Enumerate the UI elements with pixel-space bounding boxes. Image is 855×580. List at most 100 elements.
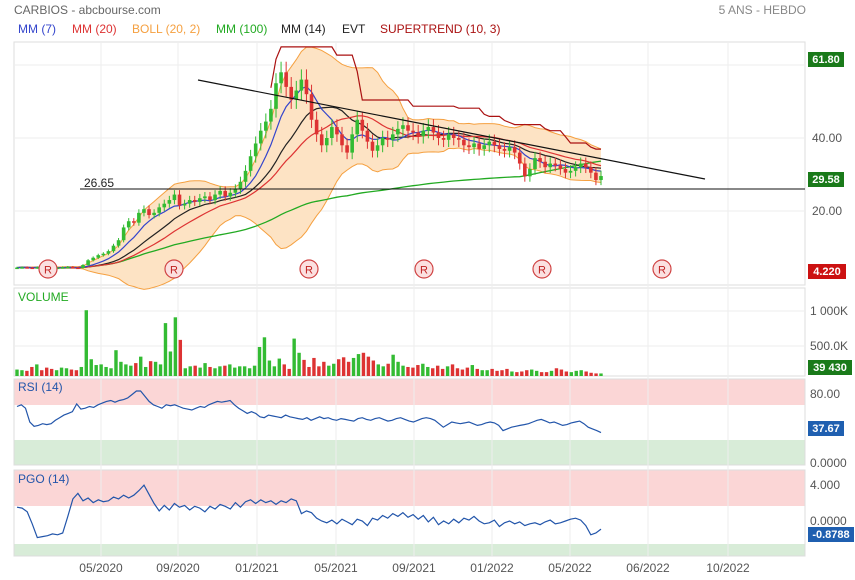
- candle-body: [523, 163, 527, 177]
- candle-body: [319, 134, 324, 146]
- candle-body: [309, 94, 314, 120]
- svg-text:R: R: [538, 265, 546, 277]
- bollinger-fill: [17, 47, 601, 290]
- event-marker-r[interactable]: R: [299, 259, 319, 279]
- volume-bar: [525, 370, 529, 376]
- volume-bar: [530, 369, 534, 376]
- candle-body: [15, 267, 19, 270]
- volume-bar: [30, 366, 34, 376]
- pgo-path: [16, 484, 602, 539]
- candle-body: [416, 132, 420, 137]
- pgo-badge: -0.8788: [808, 527, 854, 542]
- volume-bar: [104, 366, 108, 376]
- volume-bar: [109, 368, 113, 376]
- svg-text:29.58: 29.58: [812, 174, 840, 186]
- candle-body: [573, 167, 578, 171]
- candle-body: [65, 266, 70, 269]
- volume-bar: [35, 364, 39, 376]
- candle-body: [477, 143, 481, 149]
- x-tick-label: 10/2022: [706, 561, 750, 575]
- volume-bar: [238, 366, 242, 376]
- volume-bar: [431, 368, 435, 376]
- volume-bar: [302, 359, 306, 376]
- price-tick-20: 20.00: [812, 204, 842, 218]
- event-marker-r[interactable]: R: [164, 259, 184, 279]
- rsi-path: [16, 390, 602, 434]
- candle-body: [208, 196, 212, 201]
- volume-bar: [188, 366, 192, 376]
- volume-bar: [158, 364, 163, 376]
- rsi-tick-80: 80.00: [810, 387, 840, 401]
- volume-bar: [262, 337, 267, 376]
- volume-bar: [564, 371, 569, 376]
- candle-body: [583, 163, 588, 168]
- svg-text:61.80: 61.80: [812, 54, 840, 66]
- legend-item-mm14: MM (14): [281, 22, 326, 36]
- candle-body: [203, 196, 207, 199]
- candle-body: [299, 79, 304, 91]
- volume-bar: [435, 365, 440, 376]
- volume-bar: [208, 366, 212, 376]
- event-marker-r[interactable]: R: [414, 259, 434, 279]
- event-marker-r[interactable]: R: [532, 259, 552, 279]
- candle-body: [126, 221, 131, 228]
- rsi-title: RSI (14): [18, 380, 63, 394]
- candle-body: [487, 141, 492, 146]
- volume-bar: [173, 317, 178, 376]
- candle-body: [517, 152, 522, 164]
- volume-bar: [178, 339, 183, 376]
- x-axis: 05/2020 09/2020 01/2021 05/2021 09/2021 01/20…: [79, 561, 750, 575]
- volume-bar: [574, 370, 578, 376]
- volume-bar: [20, 370, 24, 376]
- svg-text:39 430: 39 430: [813, 362, 847, 374]
- candle-body: [462, 139, 466, 146]
- candle-body: [35, 267, 40, 269]
- volume-bar: [490, 368, 494, 376]
- candle-body: [192, 200, 197, 202]
- candle-body: [324, 138, 329, 146]
- candle-body: [137, 212, 141, 223]
- candle-body: [411, 130, 415, 133]
- horizontal-gridlines: [14, 64, 805, 347]
- volume-bar: [124, 364, 128, 376]
- legend-item-mm7: MM (7): [18, 22, 56, 36]
- candle-body: [187, 200, 192, 204]
- candle-body: [289, 86, 294, 100]
- volume-bar: [148, 361, 153, 376]
- candle-body: [91, 257, 95, 261]
- event-marker-r[interactable]: R: [652, 259, 672, 279]
- candle-body: [258, 130, 263, 144]
- volume-bar: [193, 365, 197, 376]
- volume-bar: [465, 367, 470, 376]
- candle-body: [142, 209, 146, 213]
- volume-bar: [500, 370, 504, 376]
- candle-body: [76, 267, 80, 270]
- volume-bar: [139, 356, 143, 376]
- candle-body: [228, 192, 233, 197]
- legend-item-supertrend: SUPERTREND (10, 3): [380, 22, 500, 36]
- x-tick-label: 01/2021: [235, 561, 279, 575]
- volume-badge: 39 430: [808, 360, 852, 375]
- candle-body: [360, 119, 365, 131]
- candle-body: [431, 127, 436, 133]
- candle-body: [594, 172, 598, 180]
- candle-body: [198, 198, 202, 202]
- candle-body: [172, 194, 177, 201]
- candle-body: [406, 125, 410, 131]
- candle-body: [350, 134, 354, 153]
- candle-body: [578, 163, 583, 168]
- volume-tick-1000k: 1 000K: [810, 304, 848, 318]
- candle-body: [345, 145, 349, 153]
- candle-body: [548, 163, 553, 168]
- event-marker-r[interactable]: R: [38, 259, 58, 279]
- volume-bar: [341, 357, 346, 376]
- volume-bar: [416, 365, 420, 376]
- volume-bar: [455, 368, 460, 376]
- volume-bar: [233, 367, 237, 376]
- trend-line: [197, 79, 706, 180]
- chart-header-period: 5 ANS - HEBDO: [719, 3, 806, 17]
- volume-bar: [252, 365, 257, 376]
- volume-bar: [99, 364, 103, 376]
- volume-bar: [40, 370, 44, 376]
- candle-body: [106, 251, 111, 254]
